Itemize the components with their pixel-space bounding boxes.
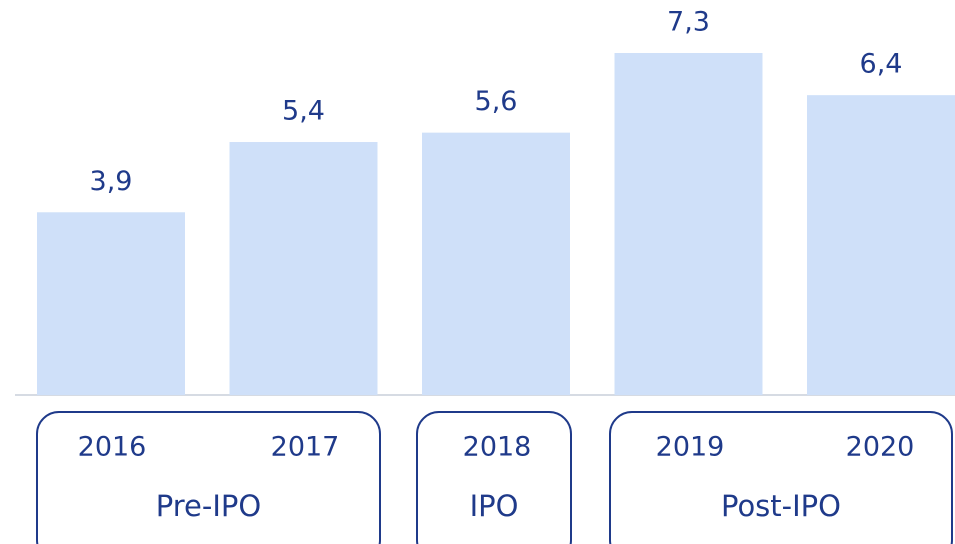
value-label: 7,3 bbox=[667, 7, 710, 38]
bar bbox=[614, 53, 763, 395]
group-label: IPO bbox=[470, 489, 519, 523]
value-label: 6,4 bbox=[860, 49, 903, 80]
value-label: 5,6 bbox=[475, 86, 518, 117]
bar bbox=[229, 142, 378, 395]
group-box bbox=[416, 411, 572, 544]
bar bbox=[807, 95, 955, 396]
x-tick-label: 2017 bbox=[271, 432, 340, 463]
bar bbox=[422, 132, 570, 395]
group-label: Post-IPO bbox=[721, 489, 841, 523]
x-tick-label: 2018 bbox=[463, 432, 532, 463]
x-tick-label: 2020 bbox=[846, 432, 915, 463]
value-label: 5,4 bbox=[282, 96, 325, 127]
value-label: 3,9 bbox=[90, 166, 133, 197]
group-box bbox=[609, 411, 953, 544]
bar bbox=[37, 212, 185, 395]
group-box bbox=[36, 411, 381, 544]
group-label: Pre-IPO bbox=[156, 489, 261, 523]
x-tick-label: 2016 bbox=[78, 432, 147, 463]
x-tick-label: 2019 bbox=[656, 432, 725, 463]
